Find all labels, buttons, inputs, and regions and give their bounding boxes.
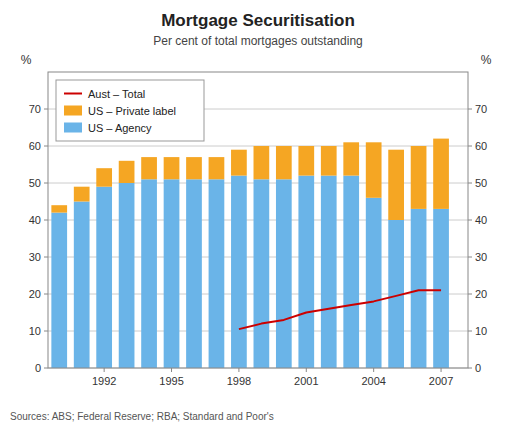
grid [48, 109, 468, 368]
legend-label: US – Private label [88, 105, 176, 117]
x-tick-label: 1995 [159, 375, 183, 387]
y2-tick-label: 60 [475, 140, 487, 152]
source: Sources: ABS; Federal Reserve; RBA; Stan… [10, 411, 274, 422]
bar [343, 142, 359, 175]
bar [141, 157, 157, 179]
y-tick-label: 0 [35, 362, 41, 374]
bar [164, 179, 180, 368]
bar [119, 161, 135, 183]
line [239, 290, 441, 329]
plot-frame [48, 72, 468, 368]
y2-tick [468, 220, 472, 221]
y2-tick [468, 368, 472, 369]
bar [74, 187, 90, 202]
bar [231, 150, 247, 176]
x-tick [104, 368, 105, 372]
bar [321, 146, 337, 176]
legend-swatch [64, 106, 82, 116]
y-tick [44, 257, 48, 258]
bar [96, 168, 112, 187]
bar [254, 179, 270, 368]
y-tick [44, 294, 48, 295]
y2-tick [468, 109, 472, 110]
bar [96, 187, 112, 368]
y-tick-label: 60 [29, 140, 41, 152]
bar [119, 183, 135, 368]
y-tick [44, 220, 48, 221]
y-tick [44, 368, 48, 369]
y-tick-label: 70 [29, 103, 41, 115]
legend-box [56, 80, 204, 141]
bar [276, 146, 292, 179]
y2-tick-label: 30 [475, 251, 487, 263]
x-tick [171, 368, 172, 372]
bar [254, 146, 270, 179]
bar [298, 146, 314, 176]
y2-tick [468, 331, 472, 332]
bar [343, 176, 359, 368]
title: Mortgage Securitisation [161, 11, 355, 30]
bar [74, 202, 90, 369]
y2-tick-label: 0 [475, 362, 481, 374]
y-tick [44, 109, 48, 110]
bar [411, 146, 427, 209]
y2-tick [468, 183, 472, 184]
y-tick-label: 10 [29, 325, 41, 337]
y2-axis-label: % [481, 53, 492, 67]
y-tick [44, 331, 48, 332]
y2-tick-label: 50 [475, 177, 487, 189]
bar [366, 198, 382, 368]
bar [276, 179, 292, 368]
x-tick-label: 2007 [429, 375, 453, 387]
chart: Mortgage Securitisation Per cent of total… [0, 0, 516, 428]
x-tick-label: 2004 [361, 375, 385, 387]
legend-label: Aust – Total [88, 88, 145, 100]
axes: 1992199519982001200420070102030405060700… [29, 72, 488, 387]
legend-swatch [64, 123, 82, 133]
bar [433, 139, 449, 209]
bar [209, 157, 225, 179]
y2-tick [468, 294, 472, 295]
x-tick-label: 2001 [294, 375, 318, 387]
y2-tick-label: 10 [475, 325, 487, 337]
legend: Aust – Total US – Private label US – Agenc… [56, 80, 204, 141]
x-tick [238, 368, 239, 372]
y2-tick-label: 70 [475, 103, 487, 115]
bar [321, 176, 337, 368]
bar [388, 150, 404, 220]
y-tick [44, 146, 48, 147]
y-tick [44, 183, 48, 184]
x-tick [306, 368, 307, 372]
y2-tick-label: 40 [475, 214, 487, 226]
x-tick-label: 1998 [227, 375, 251, 387]
bar [433, 209, 449, 368]
bar [366, 142, 382, 198]
y-tick-label: 50 [29, 177, 41, 189]
x-tick [441, 368, 442, 372]
legend-label: US – Agency [88, 122, 152, 134]
y2-tick [468, 257, 472, 258]
x-tick [373, 368, 374, 372]
plot-area [51, 139, 449, 368]
y-axis-label: % [21, 53, 32, 67]
bar [209, 179, 225, 368]
y2-tick [468, 146, 472, 147]
bar [141, 179, 157, 368]
subtitle: Per cent of total mortgages outstanding [153, 34, 362, 48]
y2-tick-label: 20 [475, 288, 487, 300]
bar [51, 213, 67, 368]
y-tick-label: 40 [29, 214, 41, 226]
bar [164, 157, 180, 179]
x-tick-label: 1992 [92, 375, 116, 387]
y-tick-label: 20 [29, 288, 41, 300]
bar [51, 205, 67, 212]
bar [186, 157, 202, 179]
bar [186, 179, 202, 368]
legend-swatch [64, 93, 82, 95]
bar [231, 176, 247, 368]
bar [411, 209, 427, 368]
bar [298, 176, 314, 368]
y-tick-label: 30 [29, 251, 41, 263]
